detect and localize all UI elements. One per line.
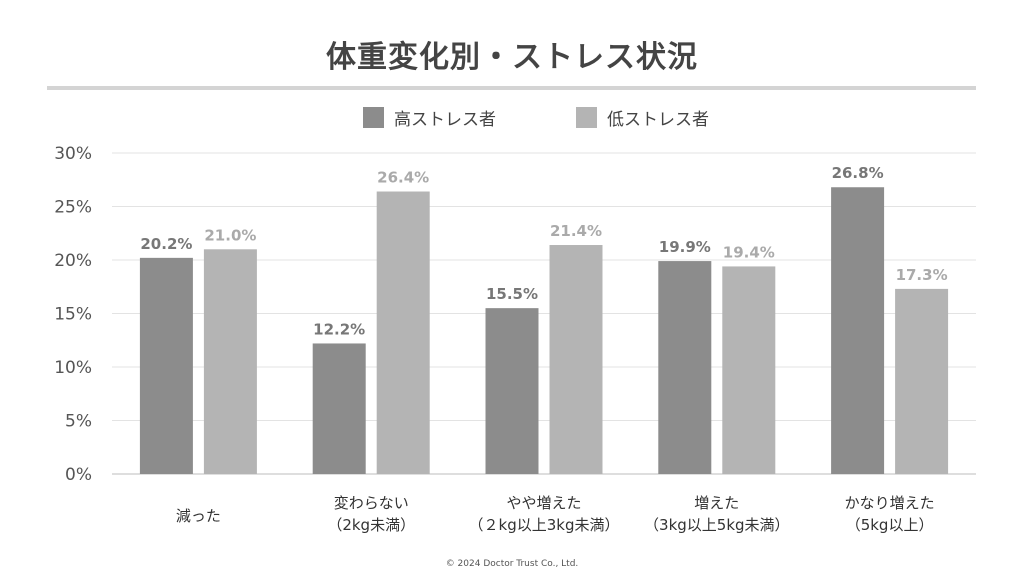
- data-label: 17.3%: [896, 266, 948, 284]
- bar: [831, 187, 885, 475]
- category-label: （2kg未満）: [327, 516, 415, 534]
- y-tick-label: 20%: [54, 251, 92, 271]
- bar: [312, 343, 366, 474]
- y-tick-label: 15%: [54, 305, 92, 325]
- bar: [549, 245, 603, 474]
- y-tick-label: 10%: [54, 358, 92, 378]
- bar: [203, 249, 257, 474]
- legend-swatch: [576, 107, 597, 128]
- data-label: 21.0%: [204, 226, 256, 244]
- data-label: 19.4%: [723, 243, 775, 261]
- bar: [658, 261, 712, 474]
- category-label: やや増えた: [506, 494, 581, 512]
- chart-title: 体重変化別・ストレス状況: [326, 40, 698, 75]
- category-label: 増えた: [694, 494, 739, 512]
- y-tick-label: 5%: [65, 412, 92, 432]
- data-label: 26.8%: [832, 164, 884, 182]
- data-label: 15.5%: [486, 285, 538, 303]
- data-label: 26.4%: [377, 169, 429, 187]
- bar: [722, 266, 776, 474]
- bar: [139, 257, 193, 474]
- bar: [485, 308, 539, 474]
- data-label: 12.2%: [313, 320, 365, 338]
- category-label: 変わらない: [334, 494, 409, 512]
- bar: [376, 191, 430, 474]
- bar: [895, 288, 949, 474]
- category-label: かなり増えた: [845, 494, 935, 512]
- copyright-notice: © 2024 Doctor Trust Co., Ltd.: [445, 559, 579, 569]
- data-label: 21.4%: [550, 222, 602, 240]
- legend-label: 低ストレス者: [607, 110, 709, 130]
- category-label: （3kg以上5kg未満）: [644, 516, 790, 534]
- y-tick-label: 0%: [65, 465, 92, 485]
- data-label: 19.9%: [659, 238, 711, 256]
- title-divider: [47, 86, 976, 90]
- data-label: 20.2%: [140, 235, 192, 253]
- legend-swatch: [363, 107, 384, 128]
- y-tick-label: 30%: [54, 144, 92, 164]
- category-label: 減った: [176, 507, 221, 525]
- category-label: （２kg以上3kg未満）: [469, 516, 620, 534]
- category-label: （5kg以上）: [846, 516, 934, 534]
- y-tick-label: 25%: [54, 198, 92, 218]
- legend-label: 高ストレス者: [394, 110, 496, 130]
